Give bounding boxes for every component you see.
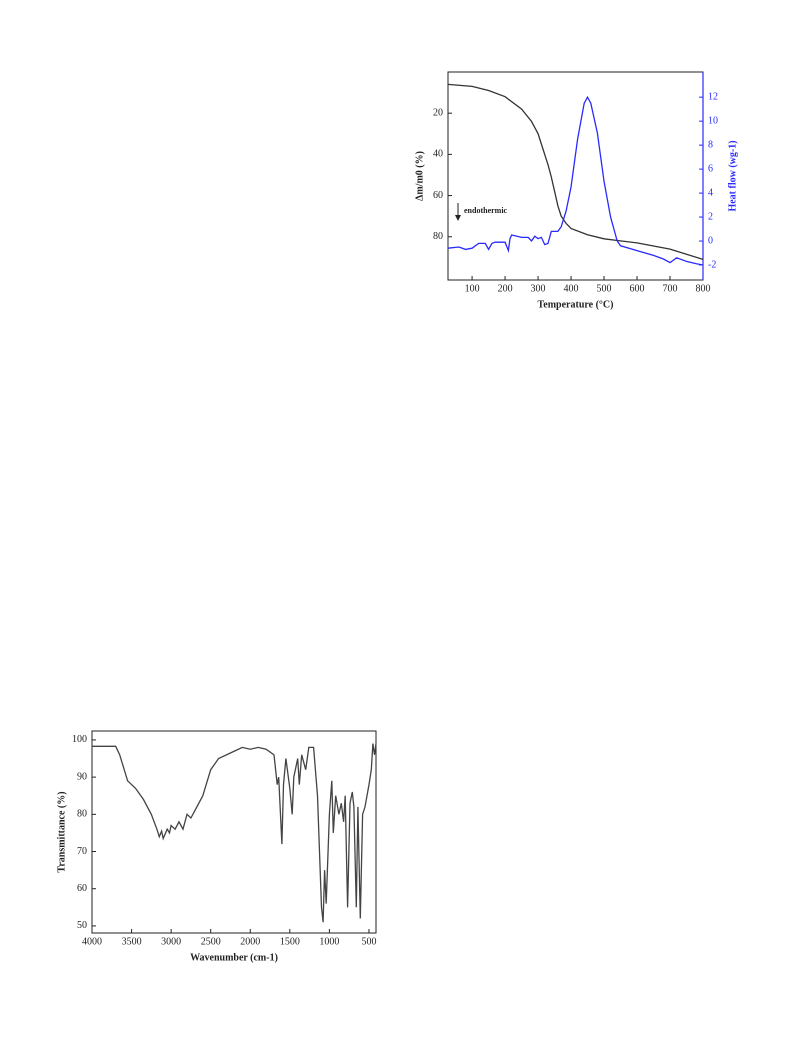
annotation-arrowhead	[455, 215, 461, 221]
plot-frame	[447, 71, 704, 281]
x-tick-label: 2000	[240, 936, 260, 947]
y2-tick-label: 12	[708, 91, 718, 102]
x-tick-label: 3000	[161, 936, 181, 947]
series-line	[447, 95, 704, 266]
x-tick-label: 700	[663, 283, 678, 294]
series-line	[447, 83, 704, 261]
y2-tick-label: 8	[708, 139, 713, 150]
y-tick-label: 40	[433, 149, 443, 160]
y2-tick-label: -2	[708, 259, 716, 270]
x-tick-label: 1000	[319, 936, 339, 947]
y2-tick-label: 4	[708, 187, 713, 198]
y2-tick-label: 10	[708, 115, 718, 126]
y-tick-label: 90	[77, 771, 87, 782]
y2-tick-label: 6	[708, 163, 713, 174]
x-tick-label: 4000	[82, 936, 102, 947]
x-tick-label: 1500	[280, 936, 300, 947]
y-tick-label: 80	[433, 231, 443, 242]
series-line	[92, 743, 377, 923]
x-tick-label: 800	[696, 283, 711, 294]
y2-axis-label: Heat flow (wg-1)	[727, 140, 738, 211]
y2-tick-label: 0	[708, 235, 713, 246]
x-axis-label: Temperature (°C)	[538, 299, 614, 310]
x-tick-label: 300	[531, 283, 546, 294]
y-tick-label: 20	[433, 107, 443, 118]
y-axis-label: Transmittance (%)	[56, 791, 67, 872]
annotation: endothermic	[464, 206, 508, 215]
x-tick-label: 2500	[201, 936, 221, 947]
x-tick-label: 600	[630, 283, 645, 294]
y-tick-label: 100	[72, 734, 87, 745]
y2-tick-label: 2	[708, 211, 713, 222]
x-tick-label: 500	[361, 936, 376, 947]
x-tick-label: 400	[564, 283, 579, 294]
y-tick-label: 60	[77, 883, 87, 894]
y-tick-label: 80	[77, 809, 87, 820]
x-tick-label: 200	[498, 283, 513, 294]
y-tick-label: 70	[77, 846, 87, 857]
y-tick-label: 60	[433, 190, 443, 201]
y-tick-label: 50	[77, 920, 87, 931]
x-tick-label: 3500	[122, 936, 142, 947]
y-axis-label: Δm/m0 (%)	[414, 151, 425, 201]
x-tick-label: 500	[597, 283, 612, 294]
x-axis-label: Wavenumber (cm-1)	[190, 952, 278, 963]
x-tick-label: 100	[465, 283, 480, 294]
plot-frame	[91, 730, 377, 934]
